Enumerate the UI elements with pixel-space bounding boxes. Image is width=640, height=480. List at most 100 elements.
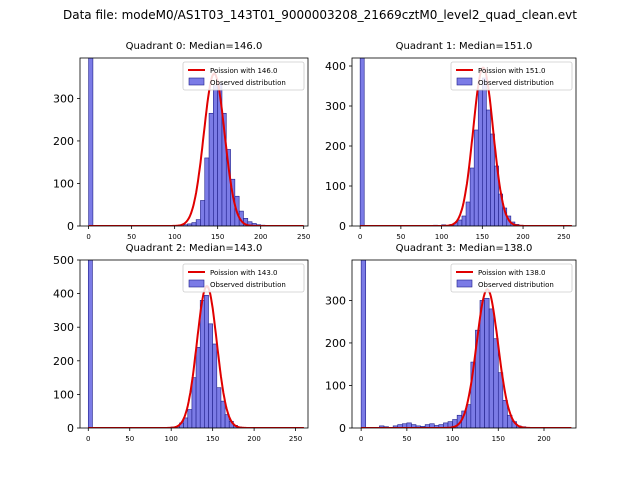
histogram-bar <box>490 133 495 226</box>
plot-area <box>360 260 572 428</box>
poisson-curve <box>88 72 304 226</box>
y-tick-label: 300 <box>53 92 74 105</box>
subplot-title: Quadrant 0: Median=146.0 <box>126 41 263 52</box>
histogram-bar <box>482 77 487 226</box>
x-tick-label: 200 <box>537 435 550 443</box>
x-tick-label: 100 <box>435 233 448 241</box>
legend-box <box>450 263 573 293</box>
y-tick-label: 100 <box>53 388 74 401</box>
legend-box <box>182 263 305 293</box>
legend-bar-swatch <box>188 77 205 86</box>
x-tick-label: 0 <box>359 435 363 443</box>
axes-frame <box>79 57 309 227</box>
x-tick-label: 150 <box>492 435 505 443</box>
legend-label-poisson: Poission with 138.0 <box>478 269 546 277</box>
subplot-quadrant-3: Quadrant 3: Median=138.0 0 50 100 150 200 0 100… <box>325 243 577 443</box>
x-tick-label: 0 <box>86 233 90 241</box>
histogram-bar <box>493 338 499 428</box>
histogram-bar <box>195 219 201 226</box>
y-tick-label: 400 <box>325 60 346 73</box>
x-tick-label: 50 <box>125 435 134 443</box>
y-tick-label: 0 <box>67 220 74 233</box>
legend: Poission with 151.0 Observed distribution <box>450 61 573 91</box>
x-tick-label: 200 <box>254 233 267 241</box>
histogram-bar <box>473 129 479 226</box>
poisson-curve <box>88 284 304 428</box>
y-tick-label: 200 <box>325 140 346 153</box>
legend-label-poisson: Poission with 146.0 <box>210 67 278 75</box>
histogram-bar <box>87 260 93 428</box>
axes-frame <box>351 259 577 429</box>
legend: Poission with 146.0 Observed distribution <box>182 61 305 91</box>
y-tick-label: 100 <box>325 180 346 193</box>
histogram-bar <box>187 409 193 428</box>
x-tick-label: 200 <box>247 435 260 443</box>
y-tick-label: 200 <box>53 355 74 368</box>
histogram-bar <box>204 157 210 226</box>
y-tick-label: 300 <box>325 294 346 307</box>
axes-frame <box>79 259 309 429</box>
histogram-bar <box>216 387 222 428</box>
histogram-bar <box>488 308 495 428</box>
histogram-bar <box>195 347 201 428</box>
y-tick-label: 300 <box>325 100 346 113</box>
histogram-bar <box>469 167 475 226</box>
histogram-bar <box>502 400 508 428</box>
y-tick-label: 500 <box>53 254 74 267</box>
histogram-bar <box>359 58 365 226</box>
histogram-bar <box>477 89 483 226</box>
y-tick-label: 100 <box>325 379 346 392</box>
histogram-bar <box>191 222 197 226</box>
y-tick-label: 0 <box>67 422 74 435</box>
x-tick-label: 250 <box>297 233 310 241</box>
subplot-quadrant-1: Quadrant 1: Median=151.0 0 50 100 150 200 250 0… <box>325 41 577 241</box>
axes-frame <box>351 57 577 227</box>
plot-area <box>359 58 572 226</box>
x-tick-label: 0 <box>86 435 90 443</box>
legend-label-poisson: Poission with 143.0 <box>210 269 278 277</box>
histogram-bar <box>204 294 209 428</box>
x-tick-label: 150 <box>211 233 224 241</box>
histogram-bar <box>465 201 471 226</box>
subplot-quadrant-0: Quadrant 0: Median=146.0 0 50 100 150 200 250 0… <box>53 41 310 241</box>
x-tick-label: 250 <box>557 233 570 241</box>
legend-label-poisson: Poission with 151.0 <box>478 67 546 75</box>
x-tick-label: 250 <box>289 435 302 443</box>
poisson-curve <box>360 66 572 226</box>
y-tick-label: 0 <box>339 422 346 435</box>
x-tick-label: 100 <box>165 435 178 443</box>
x-tick-label: 50 <box>402 435 411 443</box>
histogram-bar <box>457 219 463 226</box>
legend-box <box>182 61 305 91</box>
legend-box <box>450 61 573 91</box>
histogram-bar <box>199 300 205 428</box>
histogram-bar <box>360 260 367 428</box>
subplot-quadrant-2: Quadrant 2: Median=143.0 0 50 100 150 200 250 0… <box>53 243 309 443</box>
x-tick-label: 100 <box>446 435 459 443</box>
histogram-bar <box>486 109 491 226</box>
histogram-bar <box>208 112 214 226</box>
legend-label-observed: Observed distribution <box>478 79 554 87</box>
y-tick-label: 200 <box>325 337 346 350</box>
poisson-curve <box>361 288 572 428</box>
subplot-title: Quadrant 3: Median=138.0 <box>396 243 533 254</box>
subplot-title: Quadrant 1: Median=151.0 <box>396 41 533 52</box>
legend: Poission with 138.0 Observed distribution <box>450 263 573 293</box>
legend-bar-swatch <box>456 77 473 86</box>
y-tick-label: 0 <box>339 220 346 233</box>
histogram-bar <box>484 297 490 428</box>
histogram-bar <box>213 85 218 226</box>
x-tick-label: 150 <box>206 435 219 443</box>
legend-bar-swatch <box>188 279 205 288</box>
y-tick-label: 200 <box>53 135 74 148</box>
subplot-title: Quadrant 2: Median=143.0 <box>126 243 263 254</box>
legend: Poission with 143.0 Observed distribution <box>182 263 305 293</box>
x-tick-label: 0 <box>358 233 362 241</box>
histogram-bar <box>200 200 206 226</box>
histogram-bar <box>212 343 218 428</box>
x-tick-label: 100 <box>168 233 181 241</box>
legend-bar-swatch <box>456 279 473 288</box>
plot-area <box>87 260 304 428</box>
histogram-bar <box>208 323 213 428</box>
